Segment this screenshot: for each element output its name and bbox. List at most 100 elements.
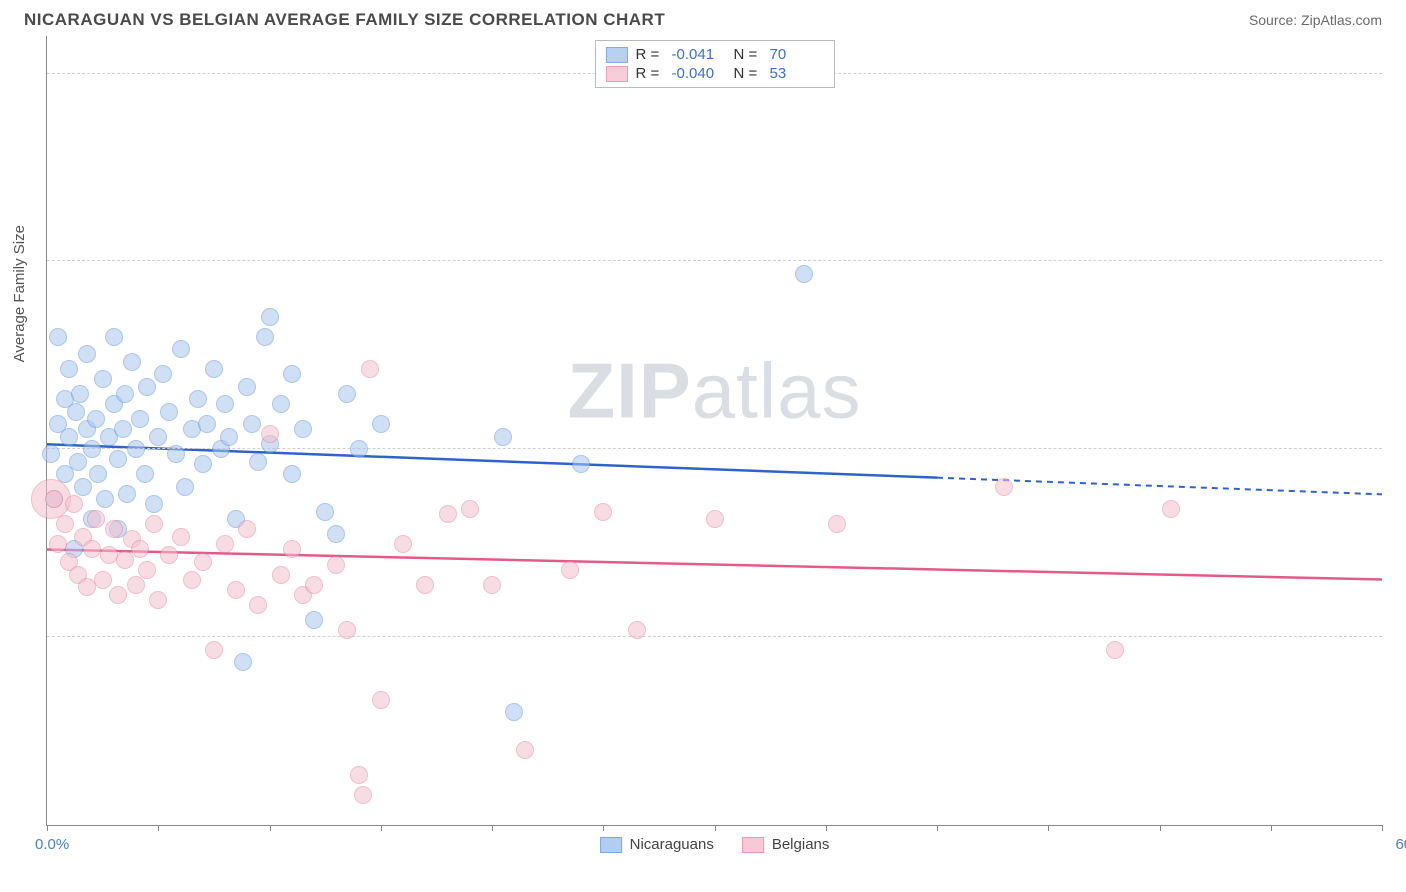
data-point <box>87 510 105 528</box>
data-point <box>160 403 178 421</box>
series-name: Belgians <box>772 836 830 853</box>
data-point <box>109 450 127 468</box>
data-point <box>160 546 178 564</box>
x-tick <box>1382 825 1383 831</box>
y-tick-label: 3.50 <box>1390 424 1406 441</box>
stats-legend-row: R =-0.041N =70 <box>606 45 824 64</box>
data-point <box>183 571 201 589</box>
data-point <box>283 465 301 483</box>
data-point <box>60 360 78 378</box>
data-point <box>114 420 132 438</box>
data-point <box>394 535 412 553</box>
x-tick <box>1271 825 1272 831</box>
data-point <box>123 353 141 371</box>
data-point <box>45 490 63 508</box>
data-point <box>138 378 156 396</box>
chart-title: NICARAGUAN VS BELGIAN AVERAGE FAMILY SIZ… <box>24 10 665 30</box>
data-point <box>227 581 245 599</box>
data-point <box>261 425 279 443</box>
n-value: 53 <box>770 65 824 82</box>
data-point <box>494 428 512 446</box>
data-point <box>127 576 145 594</box>
x-tick <box>1160 825 1161 831</box>
data-point <box>234 653 252 671</box>
legend-swatch <box>606 66 628 82</box>
data-point <box>105 328 123 346</box>
data-point <box>327 525 345 543</box>
data-point <box>706 510 724 528</box>
data-point <box>205 360 223 378</box>
x-tick <box>47 825 48 831</box>
data-point <box>828 515 846 533</box>
x-tick <box>937 825 938 831</box>
data-point <box>516 741 534 759</box>
n-label: N = <box>734 65 762 82</box>
x-axis-max-label: 60.0% <box>1395 836 1406 853</box>
data-point <box>372 691 390 709</box>
r-label: R = <box>636 46 664 63</box>
data-point <box>283 365 301 383</box>
legend-swatch <box>600 837 622 853</box>
data-point <box>350 440 368 458</box>
x-tick <box>158 825 159 831</box>
y-tick-label: 2.75 <box>1390 612 1406 629</box>
y-tick-label: 5.00 <box>1390 48 1406 65</box>
data-point <box>74 478 92 496</box>
data-point <box>272 395 290 413</box>
data-point <box>87 410 105 428</box>
data-point <box>294 420 312 438</box>
data-point <box>65 495 83 513</box>
data-point <box>194 553 212 571</box>
data-point <box>327 556 345 574</box>
data-point <box>316 503 334 521</box>
data-point <box>67 403 85 421</box>
legend-swatch <box>606 47 628 63</box>
data-point <box>238 520 256 538</box>
watermark-text: ZIPatlas <box>567 346 861 437</box>
data-point <box>628 621 646 639</box>
scatter-chart: ZIPatlas Average Family Size R =-0.041N … <box>46 36 1382 826</box>
data-point <box>795 265 813 283</box>
data-point <box>995 478 1013 496</box>
data-point <box>350 766 368 784</box>
data-point <box>272 566 290 584</box>
x-tick <box>1048 825 1049 831</box>
data-point <box>49 535 67 553</box>
data-point <box>261 308 279 326</box>
data-point <box>594 503 612 521</box>
data-point <box>354 786 372 804</box>
x-tick <box>826 825 827 831</box>
data-point <box>1162 500 1180 518</box>
data-point <box>461 500 479 518</box>
data-point <box>136 465 154 483</box>
data-point <box>216 395 234 413</box>
stats-legend-row: R =-0.040N =53 <box>606 64 824 83</box>
x-tick <box>270 825 271 831</box>
data-point <box>505 703 523 721</box>
y-tick-label: 4.25 <box>1390 236 1406 253</box>
data-point <box>172 528 190 546</box>
data-point <box>131 540 149 558</box>
series-name: Nicaraguans <box>630 836 714 853</box>
r-value: -0.041 <box>672 46 726 63</box>
series-legend-item: Nicaraguans <box>600 836 714 853</box>
data-point <box>78 345 96 363</box>
data-point <box>42 445 60 463</box>
x-tick <box>603 825 604 831</box>
data-point <box>176 478 194 496</box>
data-point <box>561 561 579 579</box>
r-label: R = <box>636 65 664 82</box>
data-point <box>198 415 216 433</box>
data-point <box>118 485 136 503</box>
n-label: N = <box>734 46 762 63</box>
data-point <box>116 385 134 403</box>
data-point <box>149 591 167 609</box>
data-point <box>249 596 267 614</box>
data-point <box>127 440 145 458</box>
data-point <box>154 365 172 383</box>
data-point <box>205 641 223 659</box>
data-point <box>116 551 134 569</box>
data-point <box>145 495 163 513</box>
x-tick <box>715 825 716 831</box>
data-point <box>238 378 256 396</box>
